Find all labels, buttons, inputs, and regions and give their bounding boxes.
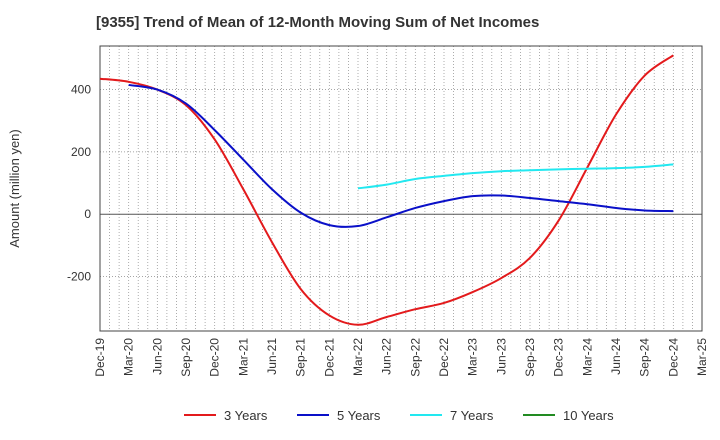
x-tick-label: Jun-21 xyxy=(265,338,279,375)
chart-title: [9355] Trend of Mean of 12-Month Moving … xyxy=(96,14,540,31)
x-tick-label: Jun-23 xyxy=(494,338,508,375)
legend-label: 3 Years xyxy=(224,408,268,423)
y-tick-label: 0 xyxy=(84,207,91,221)
y-tick-labels: 400 200 0 -200 xyxy=(67,83,91,284)
x-tick-label: Dec-19 xyxy=(93,338,107,377)
x-tick-labels: Dec-19 Mar-20 Jun-20 Sep-20 Dec-20 Mar-21 Jun-… xyxy=(93,338,709,377)
x-tick-label: Jun-24 xyxy=(609,338,623,375)
x-tick-label: Dec-21 xyxy=(322,338,336,377)
y-tick-label: 200 xyxy=(71,145,91,159)
x-tick-label: Sep-21 xyxy=(294,338,308,377)
x-tick-label: Mar-21 xyxy=(236,338,250,376)
y-axis-label: Amount (million yen) xyxy=(7,129,22,248)
plot-frame xyxy=(99,45,703,332)
x-tick-label: Mar-23 xyxy=(466,338,480,376)
x-tick-label: Jun-20 xyxy=(150,338,164,375)
y-tick-label: -200 xyxy=(67,269,91,283)
series-line-7-years xyxy=(357,163,674,190)
x-tick-label: Jun-22 xyxy=(380,338,394,375)
x-tick-label: Dec-24 xyxy=(666,338,680,377)
series-lines xyxy=(99,54,674,326)
x-tick-label: Dec-22 xyxy=(437,338,451,377)
series-line-3-years xyxy=(99,54,674,326)
x-tick-label: Sep-23 xyxy=(523,338,537,377)
x-tick-label: Sep-22 xyxy=(408,338,422,377)
grid-lines xyxy=(100,46,702,331)
legend: 3 Years 5 Years 7 Years 10 Years xyxy=(184,408,614,423)
x-tick-label: Mar-22 xyxy=(351,338,365,376)
legend-label: 7 Years xyxy=(450,408,494,423)
x-tick-label: Sep-24 xyxy=(638,338,652,377)
legend-label: 10 Years xyxy=(563,408,614,423)
x-tick-label: Mar-24 xyxy=(580,338,594,376)
x-tick-label: Mar-20 xyxy=(122,338,136,376)
x-tick-label: Dec-20 xyxy=(208,338,222,377)
series-line-5-years xyxy=(128,83,674,228)
y-tick-label: 400 xyxy=(71,83,91,97)
x-tick-label: Sep-20 xyxy=(179,338,193,377)
x-tick-label: Dec-23 xyxy=(552,338,566,377)
x-tick-label: Mar-25 xyxy=(695,338,709,376)
legend-label: 5 Years xyxy=(337,408,381,423)
axes xyxy=(99,45,703,332)
